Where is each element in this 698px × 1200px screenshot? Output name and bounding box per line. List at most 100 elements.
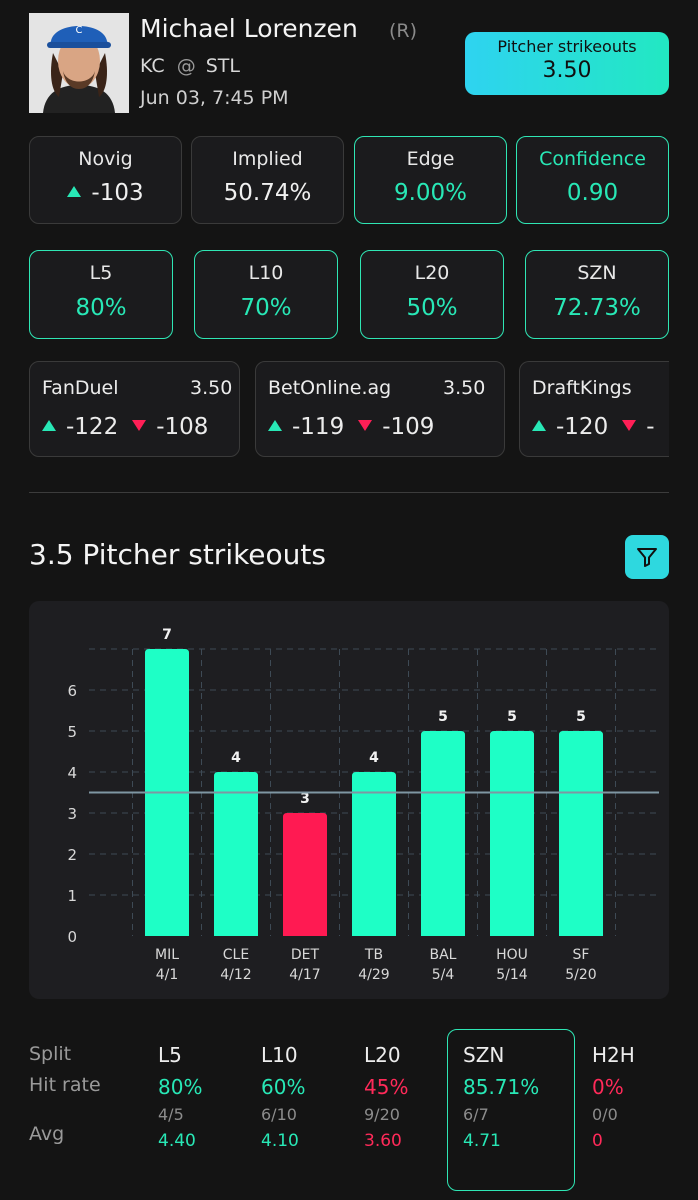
filter-button[interactable] bbox=[625, 535, 669, 579]
player-avatar: C bbox=[29, 13, 129, 113]
split-hit-rate: 45% bbox=[364, 1075, 409, 1099]
x-category-label: BAL bbox=[430, 947, 457, 963]
split-name: L5 bbox=[158, 1043, 182, 1067]
bar-det bbox=[283, 813, 327, 936]
hitrate-title: L10 bbox=[248, 262, 284, 284]
down-arrow-icon bbox=[358, 420, 373, 431]
filter-icon bbox=[637, 548, 657, 567]
split-name: H2H bbox=[592, 1043, 635, 1067]
split-fraction: 0/0 bbox=[592, 1105, 618, 1124]
section-title: 3.5 Pitcher strikeouts bbox=[29, 538, 326, 571]
metric-title: Edge bbox=[406, 148, 455, 170]
hitrate-l5[interactable]: L5 80% bbox=[29, 250, 173, 339]
over-odds: -122 bbox=[66, 414, 119, 440]
split-fraction: 6/7 bbox=[463, 1105, 489, 1124]
x-date-label: 4/1 bbox=[156, 967, 179, 983]
x-category-label: TB bbox=[364, 947, 383, 963]
svg-text:C: C bbox=[76, 25, 83, 36]
bar-value-label: 3 bbox=[300, 791, 310, 807]
x-date-label: 4/29 bbox=[358, 967, 389, 983]
book-odds: -122 -108 bbox=[42, 414, 208, 440]
split-name: SZN bbox=[463, 1043, 505, 1067]
metric-value: -103 bbox=[91, 180, 144, 206]
prop-badge[interactable]: Pitcher strikeouts 3.50 bbox=[465, 32, 669, 95]
y-tick-label: 1 bbox=[67, 887, 77, 905]
metric-value: 50.74% bbox=[223, 180, 312, 206]
split-fraction: 4/5 bbox=[158, 1105, 184, 1124]
x-date-label: 4/12 bbox=[220, 967, 251, 983]
up-arrow-icon bbox=[42, 420, 56, 431]
bar-cle bbox=[214, 772, 258, 936]
under-odds: -108 bbox=[156, 414, 209, 440]
at-symbol: @ bbox=[176, 55, 196, 77]
down-arrow-icon bbox=[132, 420, 147, 431]
split-label: Split bbox=[29, 1043, 72, 1065]
x-category-label: HOU bbox=[496, 947, 528, 963]
up-arrow-icon bbox=[532, 420, 546, 431]
x-category-label: DET bbox=[291, 947, 320, 963]
hitrate-szn[interactable]: SZN 72.73% bbox=[525, 250, 669, 339]
metric-title: Implied bbox=[232, 148, 303, 170]
player-name: Michael Lorenzen bbox=[140, 14, 358, 43]
x-date-label: 5/20 bbox=[565, 967, 596, 983]
split-name: L10 bbox=[261, 1043, 298, 1067]
book-betonline[interactable]: BetOnline.ag 3.50 -119 -109 bbox=[255, 361, 505, 457]
metric-novig: Novig -103 bbox=[29, 136, 182, 224]
book-line: 3.50 bbox=[190, 377, 233, 399]
metric-title: Novig bbox=[78, 148, 133, 170]
book-line: 3.50 bbox=[443, 377, 486, 399]
metric-implied: Implied 50.74% bbox=[191, 136, 344, 224]
hitrate-title: SZN bbox=[577, 262, 617, 284]
bar-sf bbox=[559, 731, 603, 936]
prop-line: 3.50 bbox=[542, 58, 592, 83]
hit-rate-label: Hit rate bbox=[29, 1074, 101, 1096]
under-odds: - bbox=[646, 414, 655, 440]
split-fraction: 9/20 bbox=[364, 1105, 400, 1124]
prop-label: Pitcher strikeouts bbox=[497, 37, 637, 56]
x-date-label: 4/17 bbox=[289, 967, 320, 983]
bar-value-label: 5 bbox=[438, 709, 448, 725]
split-avg: 4.40 bbox=[158, 1131, 196, 1151]
y-tick-label: 3 bbox=[67, 805, 77, 823]
down-arrow-icon bbox=[622, 420, 637, 431]
player-header: C Michael Lorenzen (R) KC @ STL Jun 03, 7:… bbox=[0, 0, 698, 125]
hitrate-value: 80% bbox=[75, 295, 127, 321]
x-date-label: 5/4 bbox=[432, 967, 455, 983]
split-avg: 0 bbox=[592, 1131, 603, 1151]
book-name: DraftKings bbox=[532, 377, 632, 399]
y-tick-label: 5 bbox=[67, 723, 77, 741]
book-fanduel[interactable]: FanDuel 3.50 -122 -108 bbox=[29, 361, 240, 457]
szn-highlight-box[interactable] bbox=[447, 1029, 575, 1191]
opponent: STL bbox=[205, 55, 240, 77]
splits-table: Split Hit rate Avg L5 80% 4/5 4.40 L10 6… bbox=[0, 1025, 698, 1200]
bar-tb bbox=[352, 772, 396, 936]
book-draftkings[interactable]: DraftKings -120 - bbox=[519, 361, 669, 457]
bar-value-label: 5 bbox=[507, 709, 517, 725]
y-tick-label: 6 bbox=[67, 682, 77, 700]
bar-value-label: 4 bbox=[231, 750, 241, 766]
y-tick-label: 2 bbox=[67, 846, 77, 864]
split-hit-rate: 0% bbox=[592, 1075, 624, 1099]
y-tick-label: 4 bbox=[67, 764, 77, 782]
book-odds: -119 -109 bbox=[268, 414, 434, 440]
hitrate-l20[interactable]: L20 50% bbox=[360, 250, 504, 339]
hitrate-title: L5 bbox=[89, 262, 113, 284]
hitrate-value: 50% bbox=[406, 295, 458, 321]
metric-edge: Edge 9.00% bbox=[354, 136, 507, 224]
hitrate-l10[interactable]: L10 70% bbox=[194, 250, 338, 339]
split-fraction: 6/10 bbox=[261, 1105, 297, 1124]
split-avg: 4.71 bbox=[463, 1131, 501, 1151]
throwing-hand: (R) bbox=[389, 20, 418, 42]
x-date-label: 5/14 bbox=[496, 967, 528, 983]
over-odds: -120 bbox=[556, 414, 609, 440]
split-hit-rate: 80% bbox=[158, 1075, 203, 1099]
bar-value-label: 5 bbox=[576, 709, 586, 725]
x-category-label: MIL bbox=[155, 947, 179, 963]
x-category-label: SF bbox=[573, 947, 590, 963]
book-odds: -120 - bbox=[532, 414, 655, 440]
metric-value: 0.90 bbox=[566, 180, 619, 206]
bar-hou bbox=[490, 731, 534, 936]
bar-bal bbox=[421, 731, 465, 936]
over-odds: -119 bbox=[292, 414, 345, 440]
metric-confidence: Confidence 0.90 bbox=[516, 136, 669, 224]
